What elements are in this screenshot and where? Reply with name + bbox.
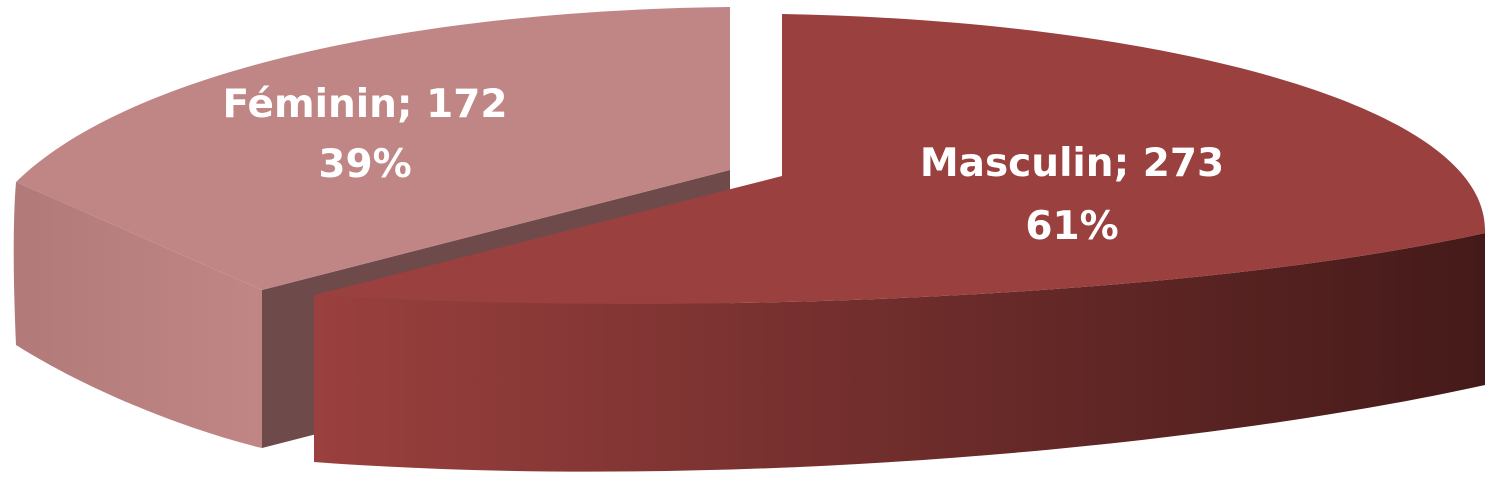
- label-masculin-value: Masculin; 273: [920, 141, 1224, 186]
- label-feminin-percent: 39%: [318, 142, 411, 187]
- label-feminin-value: Féminin; 172: [223, 82, 508, 127]
- slice-feminin-side: [13, 182, 263, 448]
- slice-masculin-top: [314, 14, 1486, 304]
- slice-feminin-top: [16, 7, 730, 290]
- slice-masculin-side: [314, 233, 1485, 472]
- label-masculin-percent: 61%: [1025, 204, 1118, 249]
- slice-masculin: [314, 14, 1486, 472]
